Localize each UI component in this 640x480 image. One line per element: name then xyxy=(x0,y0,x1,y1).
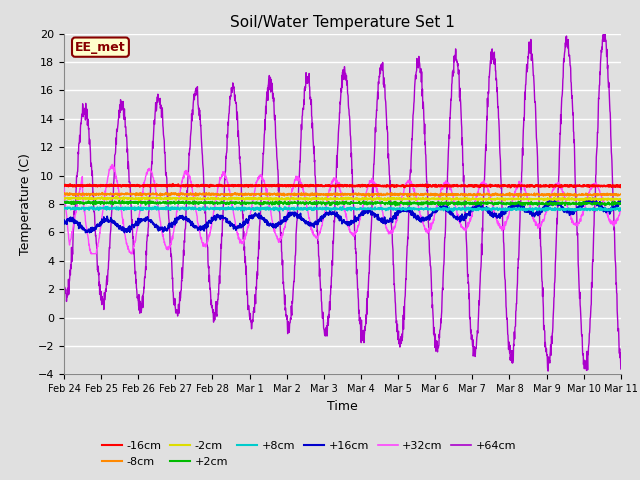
Legend: -16cm, -8cm, -2cm, +2cm, +8cm, +16cm, +32cm, +64cm: -16cm, -8cm, -2cm, +2cm, +8cm, +16cm, +3… xyxy=(97,437,521,471)
Title: Soil/Water Temperature Set 1: Soil/Water Temperature Set 1 xyxy=(230,15,455,30)
X-axis label: Time: Time xyxy=(327,400,358,413)
Y-axis label: Temperature (C): Temperature (C) xyxy=(19,153,32,255)
Text: EE_met: EE_met xyxy=(75,41,126,54)
